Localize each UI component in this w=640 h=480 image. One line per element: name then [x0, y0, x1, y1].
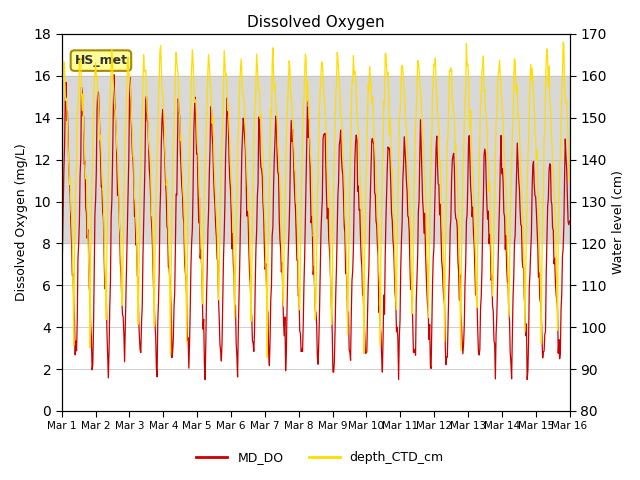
Y-axis label: Dissolved Oxygen (mg/L): Dissolved Oxygen (mg/L): [15, 144, 28, 301]
Title: Dissolved Oxygen: Dissolved Oxygen: [247, 15, 385, 30]
Bar: [61, 76, 570, 243]
Legend: MD_DO, depth_CTD_cm: MD_DO, depth_CTD_cm: [191, 446, 449, 469]
Text: HS_met: HS_met: [74, 54, 127, 67]
Y-axis label: Water level (cm): Water level (cm): [612, 170, 625, 275]
